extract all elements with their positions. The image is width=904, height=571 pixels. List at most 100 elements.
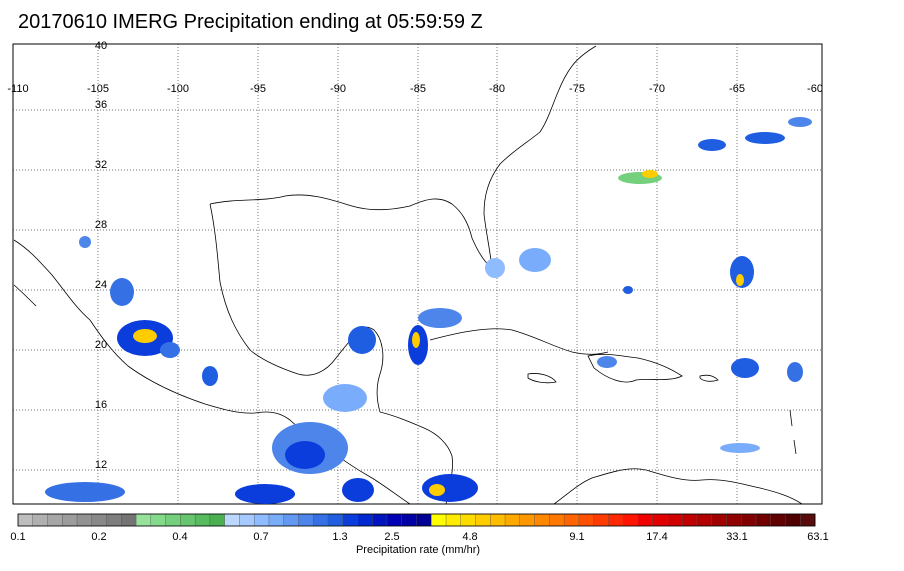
- precipitation-field: [45, 117, 812, 504]
- precip-cell: [698, 139, 726, 151]
- colorbar-tick-label: 0.1: [10, 531, 26, 543]
- colorbar-swatch: [76, 513, 93, 527]
- precip-cell: [787, 362, 803, 382]
- colorbar-swatch: [357, 513, 373, 527]
- precip-cell: [429, 484, 445, 496]
- lat-label: 12: [95, 459, 107, 471]
- colorbar-swatch: [519, 513, 536, 527]
- precip-cell: [202, 366, 218, 386]
- colorbar-tick-label: 9.1: [569, 531, 585, 543]
- lon-label: -95: [250, 83, 266, 95]
- precip-cell: [285, 441, 325, 469]
- precip-cell: [79, 236, 91, 248]
- colorbar-title: Precipitation rate (mm/hr): [355, 544, 481, 556]
- lon-label: -110: [7, 83, 28, 95]
- lon-label: -60: [807, 83, 823, 95]
- precip-cell: [623, 286, 633, 294]
- latitude-labels: 40 36 32 28 24 20 16 12: [95, 40, 107, 471]
- colorbar-swatch: [460, 513, 477, 527]
- precip-cell: [412, 332, 420, 348]
- colorbar-swatch: [253, 513, 270, 527]
- colorbar-swatch: [445, 513, 462, 527]
- colorbar-swatch: [490, 513, 506, 527]
- colorbar-swatch: [342, 513, 358, 527]
- colorbar-swatch: [593, 513, 609, 527]
- lon-label: -105: [87, 83, 109, 95]
- lat-label: 28: [95, 219, 107, 231]
- colorbar-swatch: [106, 513, 122, 527]
- precip-cell: [133, 329, 157, 343]
- colorbar-swatch: [62, 513, 78, 527]
- colorbar-swatch: [372, 513, 388, 527]
- colorbar-swatch: [741, 513, 757, 527]
- colorbar-swatch: [770, 513, 786, 527]
- precip-cell: [235, 484, 295, 504]
- colorbar-tick-label: 0.4: [172, 531, 188, 543]
- lon-label: -100: [167, 83, 189, 95]
- precip-cell: [348, 326, 376, 354]
- colorbar-swatch: [268, 513, 285, 527]
- colorbar-swatch: [681, 513, 698, 527]
- precip-cell: [485, 258, 505, 278]
- colorbar-tick-label: 0.7: [253, 531, 269, 543]
- colorbar-swatch: [401, 513, 417, 527]
- colorbar-swatch: [17, 513, 34, 527]
- colorbar-swatch: [91, 513, 108, 527]
- colorbar-swatch: [135, 513, 152, 527]
- colorbar-border: [17, 513, 816, 527]
- colorbar-swatch: [578, 513, 595, 527]
- colorbar-swatch: [622, 513, 639, 527]
- precip-cell: [45, 482, 125, 502]
- colorbar-swatch: [416, 513, 432, 527]
- lon-label: -80: [489, 83, 505, 95]
- colorbar-tick-label: 1.3: [332, 531, 348, 543]
- precip-cell: [745, 132, 785, 144]
- colorbar-swatch: [696, 513, 713, 527]
- colorbar-tick-label: 63.1: [807, 531, 829, 543]
- colorbar-swatch: [755, 513, 772, 527]
- precip-cell: [731, 358, 759, 378]
- colorbar-swatch: [283, 513, 299, 527]
- colorbar-swatch: [180, 513, 196, 527]
- colorbar-tick-label: 17.4: [646, 531, 668, 543]
- colorbar-swatch: [726, 513, 742, 527]
- colorbar-swatch: [637, 513, 654, 527]
- map-frame: [12, 43, 823, 505]
- colorbar-swatch: [194, 513, 211, 527]
- lat-label: 24: [95, 279, 107, 291]
- colorbar-swatch: [711, 513, 727, 527]
- precip-cell: [720, 443, 760, 453]
- colorbar: [17, 513, 816, 527]
- colorbar-swatch: [785, 513, 801, 527]
- precip-cell: [788, 117, 812, 127]
- colorbar-swatch: [549, 513, 565, 527]
- precip-cell: [418, 308, 462, 328]
- lat-label: 32: [95, 159, 107, 171]
- colorbar-swatch: [121, 513, 137, 527]
- lon-label: -85: [410, 83, 426, 95]
- colorbar-swatch: [32, 513, 49, 527]
- precip-cell: [519, 248, 551, 272]
- lon-label: -65: [729, 83, 745, 95]
- colorbar-swatch: [165, 513, 181, 527]
- colorbar-swatch: [667, 513, 683, 527]
- colorbar-swatch: [209, 513, 226, 527]
- lat-label: 16: [95, 399, 107, 411]
- colorbar-swatch: [534, 513, 550, 527]
- precip-cell: [642, 170, 658, 178]
- lat-label: 36: [95, 99, 107, 111]
- precip-cell: [597, 356, 617, 368]
- colorbar-swatch: [652, 513, 668, 527]
- colorbar-swatch: [224, 513, 240, 527]
- colorbar-swatch: [298, 513, 314, 527]
- colorbar-swatch: [386, 513, 403, 527]
- colorbar-tick-label: 0.2: [91, 531, 107, 543]
- colorbar-swatch: [312, 513, 329, 527]
- precip-cell: [160, 342, 180, 358]
- colorbar-swatch: [504, 513, 521, 527]
- colorbar-swatch: [239, 513, 255, 527]
- colorbar-swatch: [608, 513, 624, 527]
- colorbar-swatch: [327, 513, 344, 527]
- colorbar-tick-label: 33.1: [726, 531, 748, 543]
